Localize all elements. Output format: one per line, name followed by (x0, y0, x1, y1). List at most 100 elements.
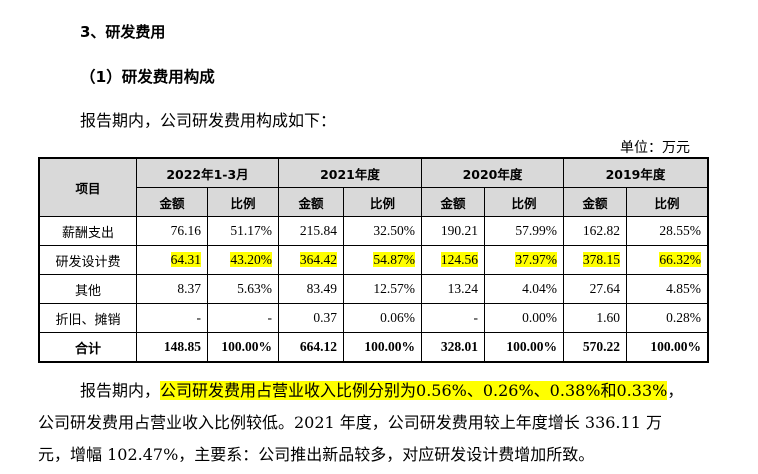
cell-value: 4.85% (666, 281, 701, 296)
cell-value: - (267, 310, 273, 325)
table-cell: 100.00% (207, 332, 279, 363)
ratio-header: 比例 (343, 187, 422, 217)
cell-value: 190.21 (440, 223, 478, 238)
cell-value: 8.37 (177, 281, 201, 296)
table-cell: - (136, 303, 208, 333)
cell-value: 28.55% (659, 223, 701, 238)
table-cell: 100.00% (626, 332, 709, 363)
ratio-header: 比例 (207, 187, 279, 217)
table-cell: 148.85 (136, 332, 208, 363)
cell-value: 54.87% (373, 252, 415, 267)
cell-value: 364.42 (299, 252, 337, 267)
table-cell: 100.00% (484, 332, 564, 363)
unit-label: 单位：万元 (620, 140, 690, 156)
intro-text: 报告期内，公司研发费用构成如下： (80, 111, 337, 130)
cell-value: 0.06% (380, 310, 415, 325)
ratio-header: 比例 (626, 187, 709, 217)
cell-value: 124.56 (440, 252, 478, 267)
table-cell: 5.63% (207, 274, 279, 304)
table-cell: 215.84 (278, 216, 344, 246)
cell-value: 100.00% (364, 339, 415, 354)
cell-value: 66.32% (659, 252, 701, 267)
cell-value: 51.17% (230, 223, 272, 238)
analysis-line-1: 报告期内，公司研发费用占营业收入比例分别为0.56%、0.26%、0.38%和0… (80, 377, 683, 401)
cell-value: 100.00% (221, 339, 272, 354)
item-header: 项目 (38, 157, 137, 217)
cell-value: 83.49 (306, 281, 337, 296)
cell-value: 12.57% (373, 281, 415, 296)
table-cell: - (207, 303, 279, 333)
cell-value: 13.24 (447, 281, 478, 296)
cell-value: - (196, 310, 202, 325)
cell-value: 162.82 (582, 223, 620, 238)
table-cell: 124.56 (421, 245, 485, 275)
table-cell: - (421, 303, 485, 333)
table-row: 折旧、摊销 - - 0.37 0.06% - 0.00% 1.60 0.28% (38, 303, 709, 333)
table-cell: 32.50% (343, 216, 422, 246)
cell-value: 1.60 (596, 310, 620, 325)
cell-value: 0.00% (522, 310, 557, 325)
cell-value: - (473, 310, 479, 325)
table-cell: 4.04% (484, 274, 564, 304)
table-cell: 162.82 (563, 216, 627, 246)
amount-header: 金额 (136, 187, 208, 217)
table-cell: 64.31 (136, 245, 208, 275)
period-header: 2021年度 (278, 157, 422, 188)
table-cell: 0.00% (484, 303, 564, 333)
table-row: 研发设计费 64.31 43.20% 364.42 54.87% 124.56 37.97%… (38, 245, 709, 275)
amount-header: 金额 (421, 187, 485, 217)
text: 报告期内， (80, 381, 161, 400)
table-cell: 4.85% (626, 274, 709, 304)
cell-value: 5.63% (237, 281, 272, 296)
cell-value: 100.00% (650, 339, 701, 354)
cell-value: 0.37 (313, 310, 337, 325)
table-cell: 13.24 (421, 274, 485, 304)
table-cell: 664.12 (278, 332, 344, 363)
subsection-title: （1）研发费用构成 (80, 68, 215, 86)
table-cell: 0.06% (343, 303, 422, 333)
cell-value: 37.97% (515, 252, 557, 267)
period-header: 2019年度 (563, 157, 709, 188)
cell-value: 0.28% (666, 310, 701, 325)
cell-value: 27.64 (589, 281, 620, 296)
table-cell: 100.00% (343, 332, 422, 363)
amount-header: 金额 (278, 187, 344, 217)
cell-value: 100.00% (506, 339, 557, 354)
table-row: 其他 8.37 5.63% 83.49 12.57% 13.24 4.04% 27.64 4.8… (38, 274, 709, 304)
cell-value: 215.84 (299, 223, 337, 238)
table-cell: 1.60 (563, 303, 627, 333)
text: ， (667, 381, 684, 400)
table-cell: 43.20% (207, 245, 279, 275)
table-cell: 76.16 (136, 216, 208, 246)
table-cell: 0.28% (626, 303, 709, 333)
table-cell: 570.22 (563, 332, 627, 363)
period-header: 2022年1-3月 (136, 157, 279, 188)
table-cell: 28.55% (626, 216, 709, 246)
table-cell: 66.32% (626, 245, 709, 275)
cell-value: 148.85 (163, 339, 201, 354)
table-cell: 8.37 (136, 274, 208, 304)
cell-value: 32.50% (373, 223, 415, 238)
cell-value: 64.31 (170, 252, 201, 267)
table-cell: 51.17% (207, 216, 279, 246)
table-cell: 57.99% (484, 216, 564, 246)
analysis-line-3: 元，增幅 102.47%，主要系：公司推出新品较多，对应研发设计费增加所致。 (38, 445, 595, 464)
cell-value: 328.01 (440, 339, 478, 354)
table-cell: 328.01 (421, 332, 485, 363)
row-label: 折旧、摊销 (38, 303, 137, 333)
table-cell: 83.49 (278, 274, 344, 304)
row-label: 其他 (38, 274, 137, 304)
cell-value: 664.12 (299, 339, 337, 354)
table-cell: 378.15 (563, 245, 627, 275)
table-cell: 27.64 (563, 274, 627, 304)
table-row: 合计 148.85 100.00% 664.12 100.00% 328.01 100.00… (38, 332, 709, 363)
table-cell: 12.57% (343, 274, 422, 304)
table-cell: 0.37 (278, 303, 344, 333)
cell-value: 76.16 (170, 223, 201, 238)
amount-header: 金额 (563, 187, 627, 217)
period-header: 2020年度 (421, 157, 564, 188)
table-cell: 37.97% (484, 245, 564, 275)
table-cell: 190.21 (421, 216, 485, 246)
ratio-header: 比例 (484, 187, 564, 217)
table-cell: 364.42 (278, 245, 344, 275)
